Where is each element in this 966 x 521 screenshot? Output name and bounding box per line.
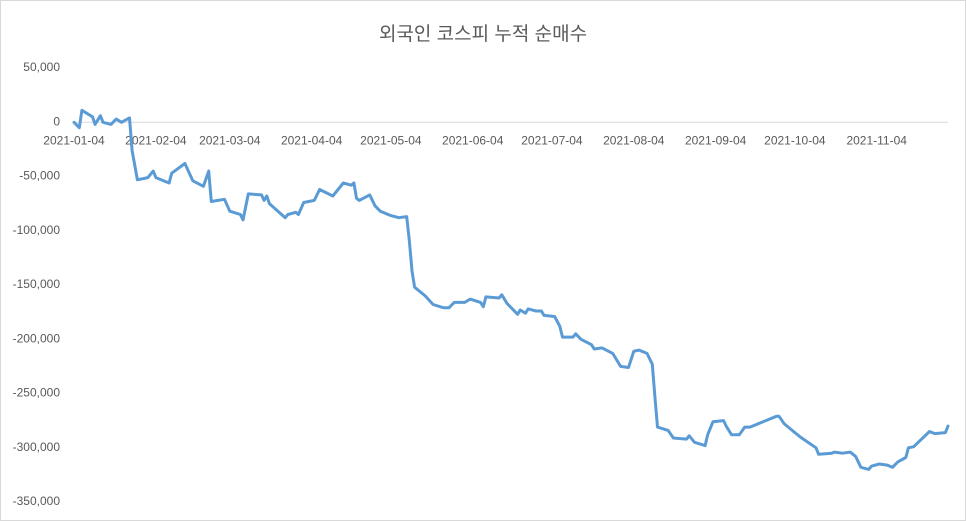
x-tick-label: 2021-03-04	[199, 133, 261, 147]
x-tick-label: 2021-07-04	[521, 133, 583, 147]
y-tick-label: -300,000	[13, 440, 61, 454]
y-tick-label: -100,000	[13, 223, 61, 237]
y-tick-label: 50,000	[23, 60, 60, 74]
x-tick-label: 2021-02-04	[125, 133, 187, 147]
x-tick-label: 2021-09-04	[685, 133, 747, 147]
x-tick-label: 2021-04-04	[281, 133, 343, 147]
y-tick-label: -200,000	[13, 331, 61, 345]
y-tick-label: -50,000	[19, 169, 60, 183]
y-tick-label: 0	[53, 114, 60, 128]
y-tick-label: -150,000	[13, 277, 61, 291]
x-tick-label: 2021-01-04	[43, 133, 105, 147]
y-tick-label: -350,000	[13, 494, 61, 508]
x-tick-label: 2021-08-04	[603, 133, 665, 147]
line	[72, 108, 950, 471]
chart-title: 외국인 코스피 누적 순매수	[379, 23, 587, 45]
x-tick-label: 2021-10-04	[764, 133, 826, 147]
y-tick-label: -250,000	[13, 386, 61, 400]
x-tick-label: 2021-05-04	[360, 133, 422, 147]
x-tick-label: 2021-11-04	[846, 133, 907, 147]
x-tick-label: 2021-06-04	[442, 133, 504, 147]
